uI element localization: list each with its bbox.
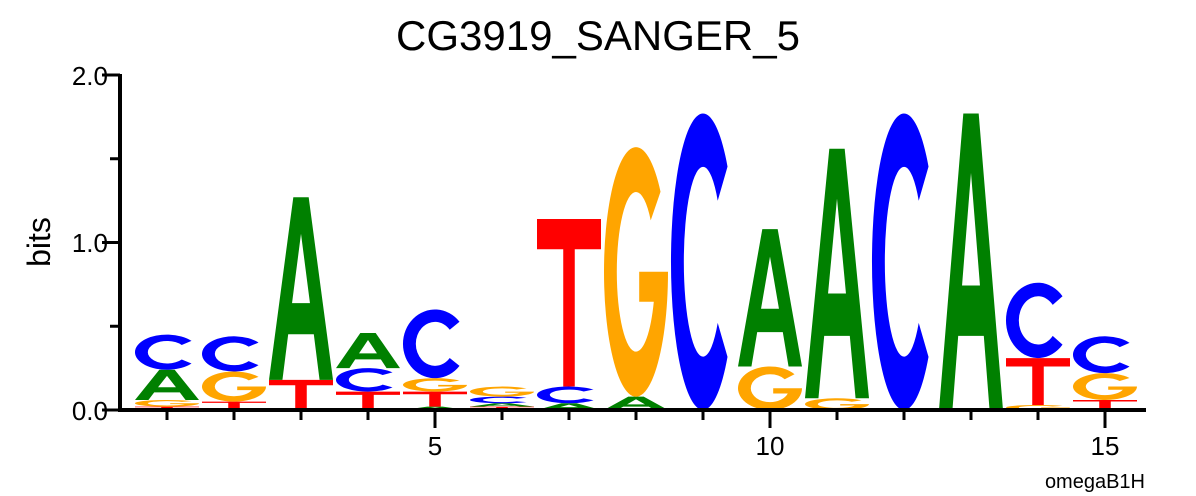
logo-letter-A-pos-1 <box>135 369 199 400</box>
y-axis-label: bits <box>21 217 57 267</box>
logo-letter-T-pos-5 <box>403 391 467 407</box>
chart-title: CG3919_SANGER_5 <box>396 12 800 59</box>
logo-letter-C-pos-1 <box>134 334 192 370</box>
y-tick-label-0: 0.0 <box>72 396 108 426</box>
logo-letter-C-pos-9 <box>670 113 728 410</box>
logo-letter-C-pos-4 <box>335 368 393 392</box>
logo-letter-G-pos-8 <box>604 147 668 397</box>
logo-letter-T-pos-3 <box>269 379 333 410</box>
logo-letter-T-pos-4 <box>336 391 400 410</box>
logo-letter-C-pos-12 <box>871 113 929 410</box>
logo-letter-A-pos-8 <box>604 396 668 410</box>
logo-letter-G-pos-10 <box>738 366 802 411</box>
logo-letter-C-pos-15 <box>1072 336 1130 374</box>
x-tick-label-5: 5 <box>428 431 442 461</box>
logo-letter-C-pos-2 <box>201 336 259 372</box>
logo-letter-T-pos-14 <box>1006 358 1070 405</box>
y-tick-label-1: 1.0 <box>72 228 108 258</box>
logo-letter-G-pos-1 <box>135 399 200 407</box>
x-tick-label-15: 15 <box>1091 431 1120 461</box>
logo-letter-A-pos-4 <box>336 332 400 369</box>
logo-letter-C-pos-7 <box>536 386 594 404</box>
logo-letter-A-pos-6 <box>470 403 534 407</box>
logo-letter-A-pos-10 <box>738 229 802 367</box>
logo-letter-C-pos-5 <box>402 309 460 379</box>
logo-letter-G-pos-11 <box>805 398 869 411</box>
x-tick-label-10: 10 <box>756 431 785 461</box>
logo-letter-G-pos-2 <box>202 371 267 402</box>
logo-letters <box>134 113 1137 411</box>
logo-letter-T-pos-2 <box>202 401 266 409</box>
logo-letter-C-pos-6 <box>469 396 527 404</box>
logo-letter-G-pos-5 <box>403 378 468 392</box>
logo-letter-T-pos-15 <box>1073 399 1137 409</box>
logo-letter-A-pos-3 <box>269 197 333 380</box>
footer-label: omegaB1H <box>1045 471 1145 493</box>
logo-letter-G-pos-15 <box>1073 373 1137 400</box>
logo-letter-T-pos-7 <box>537 219 601 387</box>
y-tick-label-2: 2.0 <box>72 61 108 91</box>
logo-letter-A-pos-11 <box>805 148 869 399</box>
logo-letter-C-pos-14 <box>1005 282 1063 359</box>
axes: 0.0 1.0 2.0 5 10 15 <box>72 61 1146 461</box>
logo-letter-G-pos-6 <box>470 386 534 397</box>
logo-letter-A-pos-13 <box>939 113 1003 411</box>
